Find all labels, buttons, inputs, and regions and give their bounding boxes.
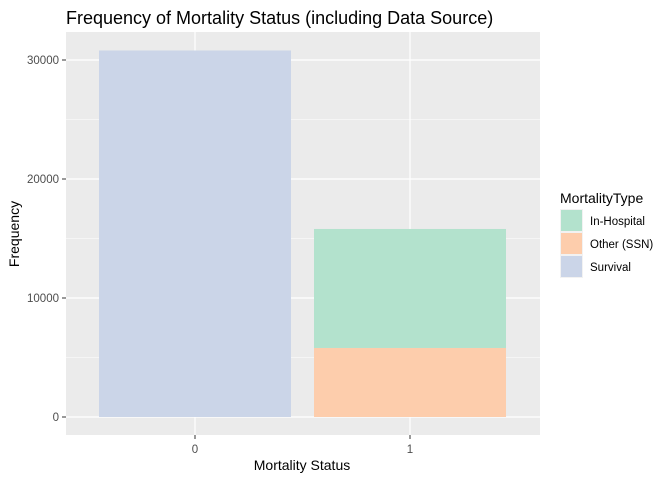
x-tick-label: 0 bbox=[192, 444, 198, 456]
legend-label-survival: Survival bbox=[590, 262, 631, 274]
bar-survival-0 bbox=[99, 50, 291, 417]
legend-swatch-in-hospital bbox=[561, 210, 582, 231]
legend-title: MortalityType bbox=[560, 190, 643, 206]
x-tick-label: 1 bbox=[407, 444, 413, 456]
legend-label-in-hospital: In-Hospital bbox=[590, 216, 645, 228]
chart-title: Frequency of Mortality Status (including… bbox=[66, 8, 493, 28]
y-axis-ticks: 0 10000 20000 30000 bbox=[27, 55, 66, 424]
legend-label-other-ssn: Other (SSN) bbox=[590, 239, 653, 251]
bars bbox=[99, 50, 506, 417]
y-tick-label: 30000 bbox=[27, 55, 59, 67]
y-tick-label: 20000 bbox=[27, 174, 59, 186]
y-tick-label: 0 bbox=[53, 412, 59, 424]
x-axis-title: Mortality Status bbox=[254, 457, 350, 473]
y-axis-title: Frequency bbox=[6, 201, 22, 267]
bar-other-ssn-1 bbox=[314, 347, 506, 417]
y-tick-label: 10000 bbox=[27, 293, 59, 305]
legend: MortalityType In-Hospital Other (SSN) Surv… bbox=[560, 190, 653, 278]
legend-swatch-other-ssn bbox=[561, 233, 582, 254]
legend-swatch-survival bbox=[561, 256, 582, 277]
bar-in-hospital-1 bbox=[314, 228, 506, 348]
